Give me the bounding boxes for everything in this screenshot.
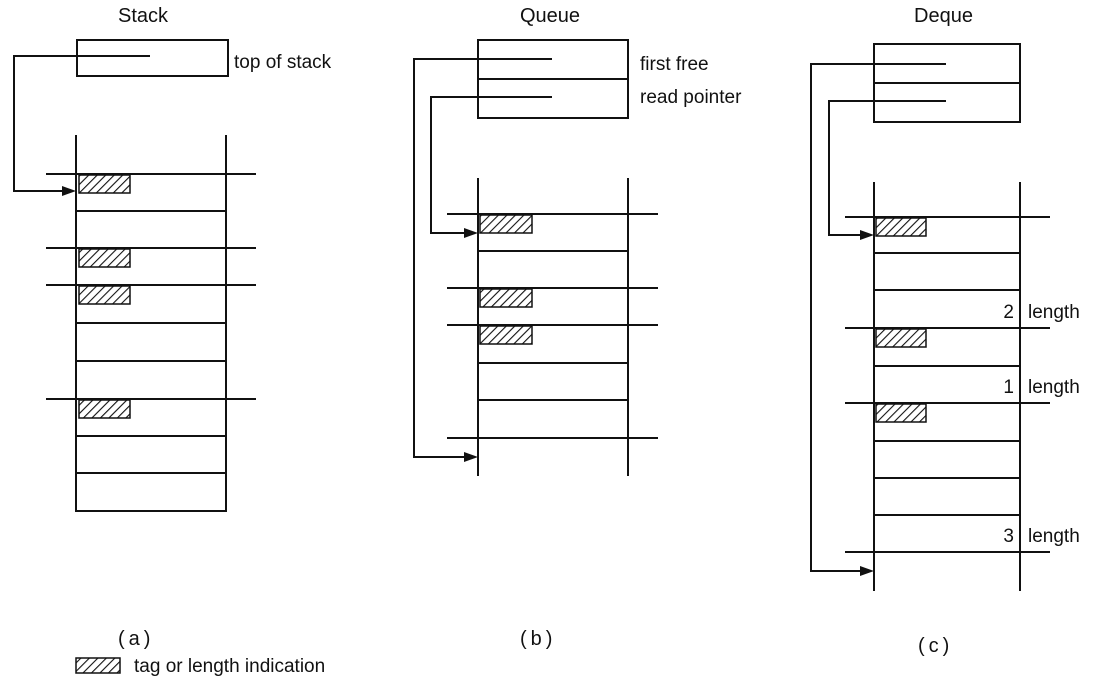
deque-outer-pointer-arrow: [810, 63, 946, 572]
deque-tag: [875, 403, 927, 423]
stack-tag: [78, 174, 131, 194]
deque-length-label: length: [1028, 302, 1080, 323]
queue-first-free-label: first free: [640, 54, 709, 75]
deque-tag: [875, 328, 927, 348]
stack-top-arrowhead: [62, 186, 76, 196]
stack-panel: Stack top of stack (a): [13, 5, 332, 650]
queue-caption: (b): [520, 628, 556, 650]
deque-panel: Deque 2 length 1 length 3 length: [810, 5, 1080, 657]
queue-tag: [479, 288, 533, 308]
deque-length-number: 3: [1003, 526, 1014, 547]
deque-inner-pointer-arrow: [828, 100, 946, 236]
deque-inner-pointer-arrowhead: [860, 230, 874, 240]
queue-first-free-arrow: [413, 58, 552, 458]
stack-pointer-label: top of stack: [234, 52, 332, 73]
queue-read-pointer-arrowhead: [464, 228, 478, 238]
deque-outer-pointer-arrowhead: [860, 566, 874, 576]
legend-text: tag or length indication: [134, 656, 325, 677]
legend: tag or length indication: [75, 656, 325, 677]
stack-title: Stack: [118, 5, 169, 27]
deque-tag: [875, 217, 927, 237]
stack-caption: (a): [118, 628, 154, 650]
stack-tag: [78, 248, 131, 268]
queue-read-pointer-arrow: [430, 96, 552, 234]
deque-length-number: 1: [1003, 377, 1014, 398]
deque-length-label: length: [1028, 377, 1080, 398]
stack-tag: [78, 399, 131, 419]
queue-first-free-arrowhead: [464, 452, 478, 462]
deque-length-label: length: [1028, 526, 1080, 547]
queue-tag: [479, 325, 533, 345]
queue-title: Queue: [520, 5, 580, 27]
stack-top-arrow: [13, 55, 150, 192]
legend-hatch-swatch: [75, 657, 121, 674]
queue-read-pointer-label: read pointer: [640, 87, 742, 108]
queue-panel: Queue first free read pointer (b): [413, 5, 742, 650]
queue-tag: [479, 214, 533, 234]
stack-tag: [78, 285, 131, 305]
stack-pointer-box: [76, 39, 229, 77]
deque-length-number: 2: [1003, 302, 1014, 323]
deque-title: Deque: [914, 5, 973, 27]
deque-caption: (c): [918, 635, 953, 657]
